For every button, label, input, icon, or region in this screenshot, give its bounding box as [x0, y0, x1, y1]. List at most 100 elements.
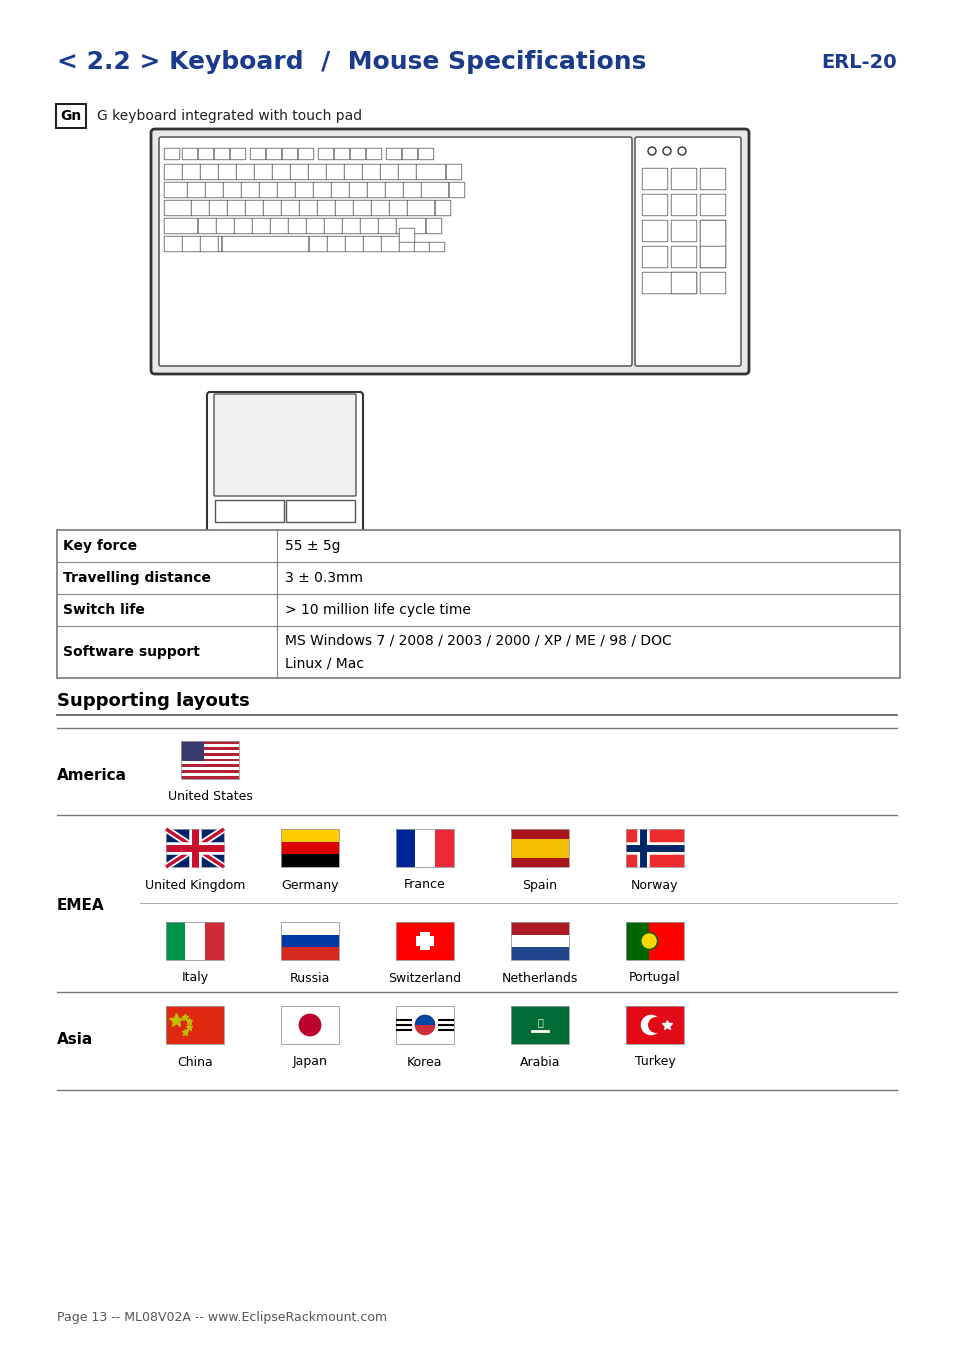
FancyBboxPatch shape: [360, 219, 378, 234]
Text: Switch life: Switch life: [63, 603, 145, 617]
Bar: [395, 922, 454, 960]
FancyBboxPatch shape: [700, 273, 725, 294]
Bar: [625, 1006, 683, 1044]
FancyBboxPatch shape: [164, 200, 192, 216]
FancyBboxPatch shape: [641, 169, 667, 190]
Text: China: China: [177, 1056, 213, 1068]
Bar: [181, 747, 239, 749]
FancyBboxPatch shape: [671, 169, 696, 190]
Text: Linux / Mac: Linux / Mac: [285, 656, 364, 671]
FancyBboxPatch shape: [671, 273, 696, 294]
FancyBboxPatch shape: [288, 219, 307, 234]
Text: United States: United States: [168, 790, 253, 802]
FancyBboxPatch shape: [407, 200, 435, 216]
Circle shape: [662, 147, 670, 155]
FancyBboxPatch shape: [377, 219, 396, 234]
Bar: [166, 922, 224, 960]
Text: Netherlands: Netherlands: [501, 972, 578, 984]
Text: Software support: Software support: [63, 645, 200, 659]
Text: Portugal: Portugal: [628, 972, 680, 984]
Bar: [281, 922, 338, 960]
Circle shape: [647, 1017, 663, 1033]
FancyBboxPatch shape: [429, 242, 444, 252]
FancyBboxPatch shape: [334, 148, 350, 159]
FancyBboxPatch shape: [327, 236, 345, 252]
FancyBboxPatch shape: [313, 182, 332, 198]
FancyBboxPatch shape: [700, 220, 725, 242]
Bar: [419, 933, 430, 949]
FancyBboxPatch shape: [236, 165, 254, 180]
FancyBboxPatch shape: [205, 182, 224, 198]
FancyBboxPatch shape: [164, 165, 183, 180]
FancyBboxPatch shape: [345, 236, 363, 252]
FancyBboxPatch shape: [164, 182, 188, 198]
FancyBboxPatch shape: [449, 182, 464, 198]
FancyBboxPatch shape: [207, 392, 363, 533]
FancyBboxPatch shape: [151, 130, 748, 374]
FancyBboxPatch shape: [233, 219, 253, 234]
FancyBboxPatch shape: [366, 148, 381, 159]
FancyBboxPatch shape: [182, 148, 197, 159]
Text: 55 ± 5g: 55 ± 5g: [285, 539, 340, 553]
Bar: [166, 829, 224, 867]
Text: Spain: Spain: [522, 879, 557, 891]
FancyBboxPatch shape: [298, 148, 314, 159]
FancyBboxPatch shape: [671, 194, 696, 216]
Bar: [181, 741, 239, 744]
Bar: [185, 922, 205, 960]
FancyBboxPatch shape: [324, 219, 342, 234]
FancyBboxPatch shape: [164, 219, 197, 234]
Circle shape: [678, 147, 685, 155]
Bar: [511, 922, 568, 960]
Text: Key force: Key force: [63, 539, 137, 553]
FancyBboxPatch shape: [403, 182, 421, 198]
FancyBboxPatch shape: [213, 394, 355, 495]
FancyBboxPatch shape: [218, 165, 236, 180]
FancyBboxPatch shape: [282, 148, 297, 159]
FancyBboxPatch shape: [218, 236, 221, 252]
FancyBboxPatch shape: [182, 165, 200, 180]
FancyBboxPatch shape: [398, 228, 415, 244]
Bar: [395, 829, 454, 867]
FancyBboxPatch shape: [277, 182, 295, 198]
FancyBboxPatch shape: [641, 246, 667, 267]
FancyBboxPatch shape: [241, 182, 259, 198]
FancyBboxPatch shape: [700, 220, 725, 267]
FancyBboxPatch shape: [362, 165, 380, 180]
FancyBboxPatch shape: [306, 219, 324, 234]
Bar: [511, 829, 568, 867]
FancyBboxPatch shape: [417, 148, 434, 159]
FancyBboxPatch shape: [200, 165, 218, 180]
FancyBboxPatch shape: [198, 219, 216, 234]
FancyBboxPatch shape: [159, 136, 631, 366]
FancyBboxPatch shape: [216, 219, 234, 234]
FancyBboxPatch shape: [56, 104, 86, 128]
Text: MS Windows 7 / 2008 / 2003 / 2000 / XP / ME / 98 / DOC: MS Windows 7 / 2008 / 2003 / 2000 / XP /…: [285, 633, 671, 648]
FancyBboxPatch shape: [308, 165, 327, 180]
FancyBboxPatch shape: [290, 165, 309, 180]
Text: Asia: Asia: [57, 1033, 93, 1048]
Text: Italy: Italy: [181, 972, 209, 984]
Bar: [181, 741, 239, 779]
Text: Japan: Japan: [293, 1056, 327, 1068]
Text: Travelling distance: Travelling distance: [63, 571, 211, 585]
FancyBboxPatch shape: [272, 165, 291, 180]
Bar: [281, 948, 338, 960]
Text: Arabia: Arabia: [519, 1056, 559, 1068]
Bar: [181, 741, 204, 761]
FancyBboxPatch shape: [253, 165, 273, 180]
Text: Russia: Russia: [290, 972, 330, 984]
FancyBboxPatch shape: [309, 236, 328, 252]
FancyBboxPatch shape: [435, 200, 451, 216]
Bar: [286, 500, 355, 522]
Wedge shape: [415, 1015, 435, 1025]
FancyBboxPatch shape: [230, 148, 246, 159]
FancyBboxPatch shape: [349, 182, 368, 198]
Bar: [625, 922, 683, 960]
FancyBboxPatch shape: [299, 200, 317, 216]
Bar: [281, 1006, 338, 1044]
FancyBboxPatch shape: [700, 169, 725, 190]
FancyBboxPatch shape: [270, 219, 289, 234]
FancyBboxPatch shape: [281, 200, 299, 216]
FancyBboxPatch shape: [187, 182, 206, 198]
